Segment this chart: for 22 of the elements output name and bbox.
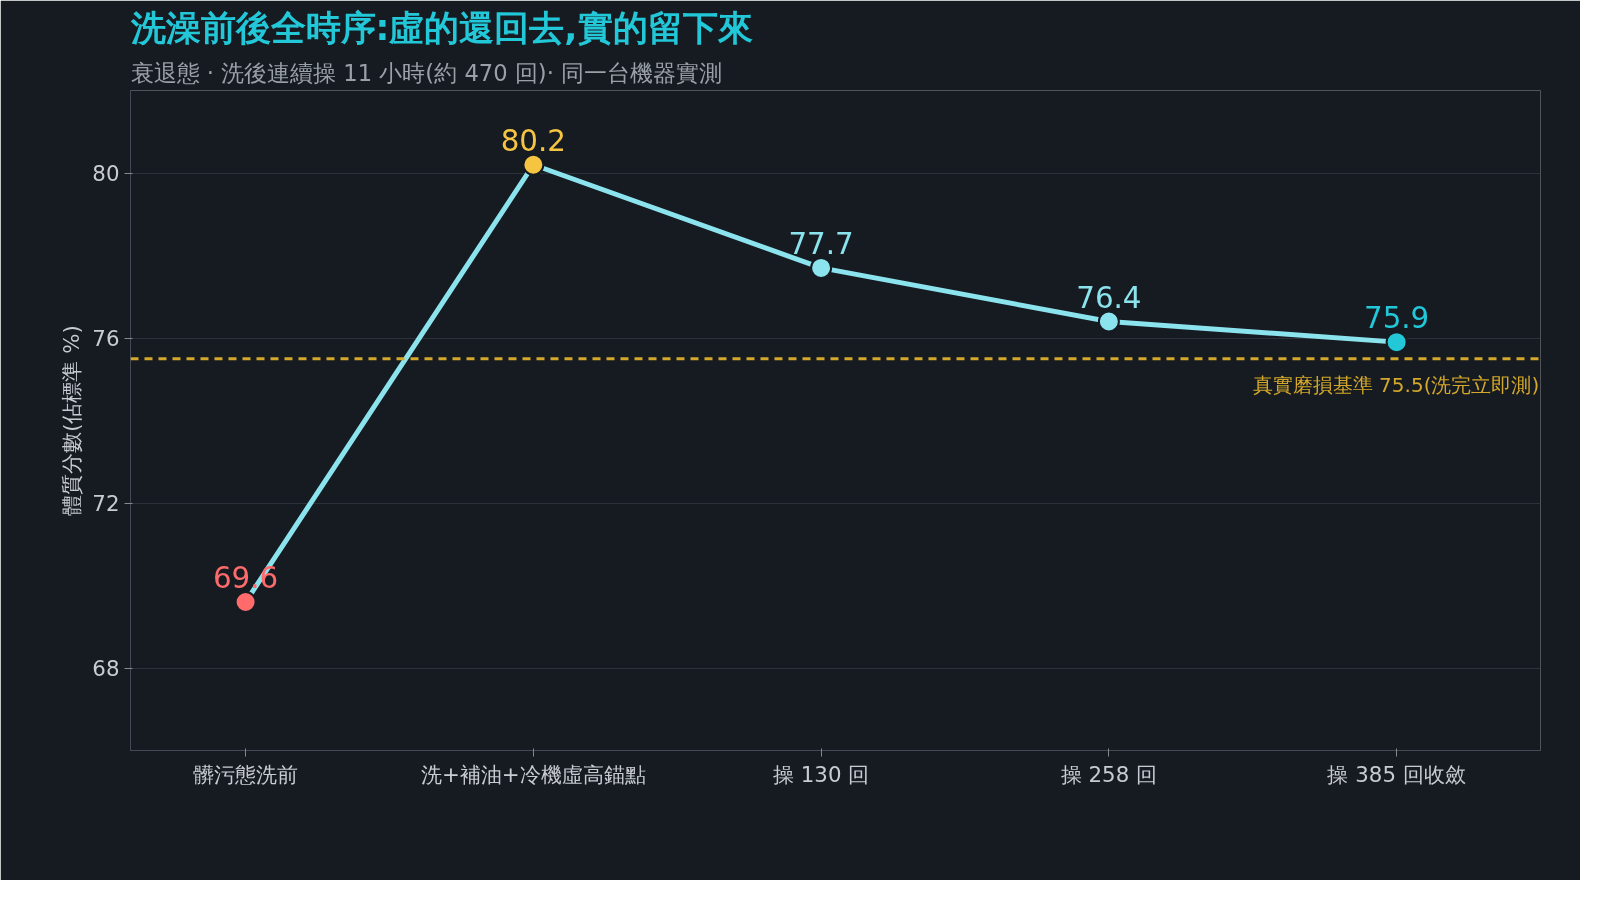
y-tick-label: 76 <box>92 326 120 351</box>
x-tick-label: 操 130 回 <box>772 761 870 787</box>
point <box>234 591 257 613</box>
point <box>1097 310 1120 333</box>
x-tick-label: 髒污態洗前 <box>193 761 299 787</box>
data-label: 75.9 <box>1363 301 1430 336</box>
data-label: 77.7 <box>788 226 854 261</box>
x-tick-label: 洗+補油+冷機虛高錨點 <box>420 761 646 787</box>
point <box>522 153 545 176</box>
x-tick-label: 操 258 回 <box>1060 761 1158 787</box>
point <box>1385 331 1408 354</box>
chart-title: 洗澡前後全時序:虛的還回去,實的留下來 <box>129 7 753 48</box>
y-tick-label: 68 <box>92 656 120 681</box>
y-axis-title: 體質分數(佔標準 %) <box>59 325 85 516</box>
data-label: 76.4 <box>1076 280 1142 315</box>
ref-line-label: 真實磨損基準 75.5(洗完立即測) <box>1252 372 1540 397</box>
chart-subtitle: 衰退態 · 洗後連續操 11 小時(約 470 回)· 同一台機器實測 <box>130 59 723 86</box>
y-tick-label: 72 <box>92 491 120 516</box>
y-tick-label: 80 <box>92 161 120 186</box>
point <box>810 256 833 279</box>
data-label: 80.2 <box>500 123 567 158</box>
x-tick-label: 操 385 回收斂 <box>1327 761 1466 787</box>
